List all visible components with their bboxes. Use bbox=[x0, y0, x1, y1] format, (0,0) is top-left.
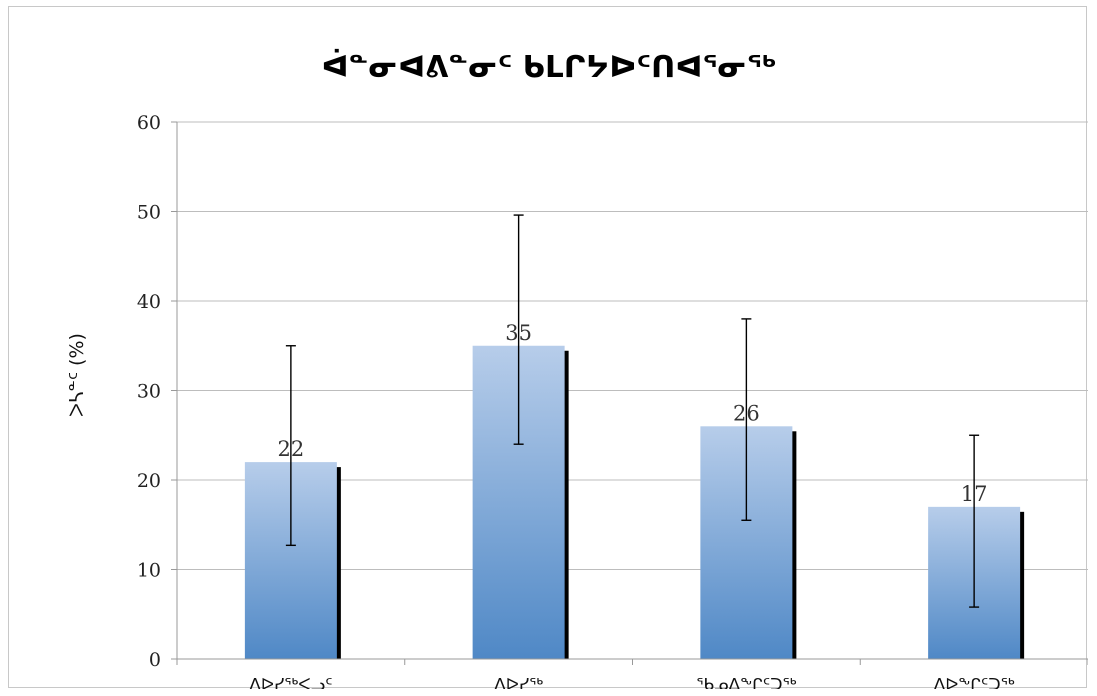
y-tick-label-30: 30 bbox=[137, 381, 161, 403]
bar-shadow-2 bbox=[563, 350, 569, 659]
data-label-1: 22 bbox=[278, 437, 305, 461]
y-tick-label-40: 40 bbox=[137, 291, 161, 313]
bar-shadow-3 bbox=[791, 431, 797, 659]
y-tick-label-20: 20 bbox=[137, 470, 161, 492]
bar-shadow-4 bbox=[1019, 511, 1025, 659]
x-tick-label-4: ᐱᐅᖕᒋᑦᑐᖅ bbox=[934, 675, 1015, 689]
x-tick-label-3: ᖃᓄᐃᖕᒋᑦᑐᖅ bbox=[696, 675, 796, 689]
chart-title: ᐋᓐᓂᐊᕕᓐᓂᑦ ᑲᒪᒋᔭᐅᑦᑎᐊᕐᓂᖅ bbox=[321, 48, 776, 85]
axes bbox=[176, 122, 1088, 665]
y-tick-label-50: 50 bbox=[137, 202, 161, 224]
bars bbox=[244, 345, 1025, 659]
x-tick-label-1: ᐱᐅᓯᖅᐸᓗᑦ bbox=[249, 675, 332, 689]
data-label-3: 26 bbox=[733, 401, 760, 425]
bar-shadow-1 bbox=[335, 467, 341, 659]
data-label-4: 17 bbox=[961, 482, 988, 506]
data-label-2: 35 bbox=[505, 321, 532, 345]
y-tick-label-10: 10 bbox=[137, 560, 161, 582]
error-bars bbox=[285, 214, 980, 608]
y-axis-ticks: 0 10 20 30 40 50 60 bbox=[137, 112, 161, 671]
x-axis-ticks: ᐱᐅᓯᖅᐸᓗᑦ ᐱᐅᓯᖅ ᖃᓄᐃᖕᒋᑦᑐᖅ ᐱᐅᖕᒋᑦᑐᖅ bbox=[249, 675, 1014, 689]
y-tick-label-0: 0 bbox=[149, 649, 161, 671]
chart-frame: ᐋᓐᓂᐊᕕᓐᓂᑦ ᑲᒪᒋᔭᐅᑦᑎᐊᕐᓂᖅ 0 10 20 30 40 50 60 22 35 2… bbox=[8, 6, 1088, 689]
x-tick-label-2: ᐱᐅᓯᖅ bbox=[494, 675, 543, 689]
y-tick-label-60: 60 bbox=[137, 112, 161, 134]
y-axis-label: ᐳᓴᓐᑦ (%) bbox=[66, 333, 88, 417]
data-labels: 22 35 26 17 bbox=[278, 321, 988, 506]
